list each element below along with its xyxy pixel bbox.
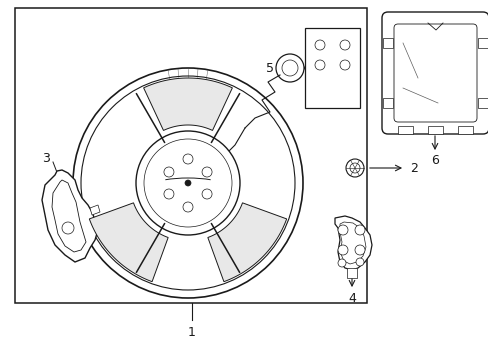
- Circle shape: [202, 167, 212, 177]
- Polygon shape: [207, 203, 286, 282]
- Circle shape: [346, 159, 363, 177]
- Circle shape: [337, 225, 347, 235]
- Circle shape: [62, 222, 74, 234]
- Circle shape: [354, 225, 364, 235]
- Text: 2: 2: [409, 162, 417, 175]
- Circle shape: [337, 245, 347, 255]
- Polygon shape: [90, 205, 100, 215]
- FancyBboxPatch shape: [381, 12, 488, 134]
- Circle shape: [337, 259, 346, 267]
- Circle shape: [339, 60, 349, 70]
- Polygon shape: [143, 78, 232, 130]
- Circle shape: [275, 54, 304, 82]
- Circle shape: [314, 40, 325, 50]
- Polygon shape: [42, 170, 98, 262]
- Circle shape: [183, 202, 193, 212]
- Circle shape: [354, 245, 364, 255]
- Circle shape: [202, 189, 212, 199]
- Polygon shape: [334, 216, 371, 270]
- Circle shape: [314, 60, 325, 70]
- Circle shape: [136, 131, 240, 235]
- Polygon shape: [89, 203, 168, 282]
- Circle shape: [163, 167, 174, 177]
- Circle shape: [339, 40, 349, 50]
- Circle shape: [184, 180, 191, 186]
- Bar: [477, 98, 487, 108]
- Text: 6: 6: [430, 153, 438, 166]
- Circle shape: [183, 154, 193, 164]
- Bar: [346, 268, 356, 278]
- Text: 5: 5: [265, 62, 273, 75]
- Bar: [457, 126, 472, 134]
- Text: 3: 3: [42, 152, 50, 165]
- Circle shape: [73, 68, 303, 298]
- Text: 1: 1: [188, 325, 196, 338]
- Bar: [382, 98, 392, 108]
- Bar: [305, 28, 359, 108]
- Bar: [15, 8, 366, 303]
- Circle shape: [355, 258, 363, 266]
- Circle shape: [163, 189, 174, 199]
- Bar: [477, 38, 487, 48]
- Circle shape: [81, 76, 294, 290]
- Text: 4: 4: [347, 292, 355, 305]
- Bar: [397, 126, 412, 134]
- Bar: [382, 38, 392, 48]
- Bar: [427, 126, 442, 134]
